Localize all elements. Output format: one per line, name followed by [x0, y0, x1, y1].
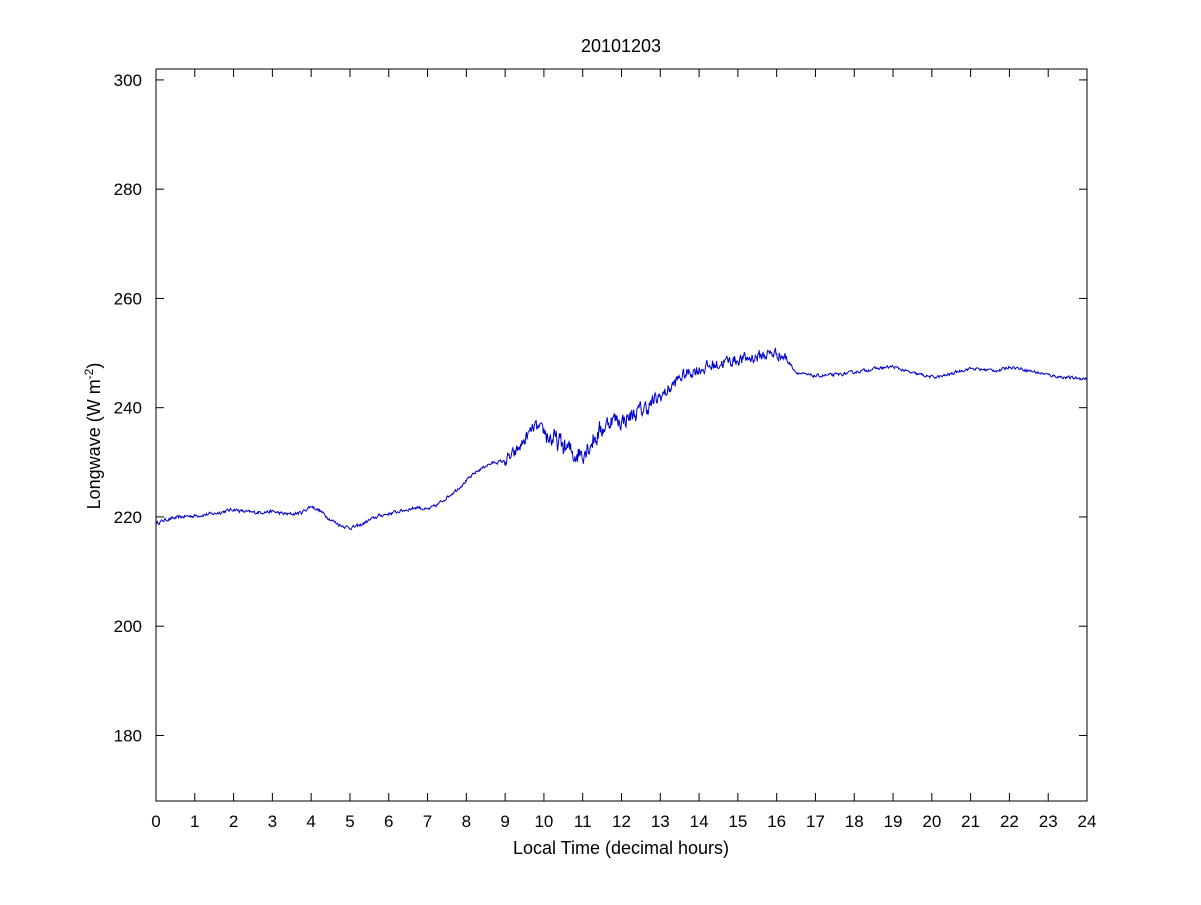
x-tick-label: 18 [845, 812, 864, 831]
y-tick-label: 260 [114, 289, 142, 308]
x-tick-label: 3 [268, 812, 277, 831]
y-tick-label: 220 [114, 508, 142, 527]
x-tick-label: 10 [534, 812, 553, 831]
x-axis-label: Local Time (decimal hours) [513, 838, 729, 858]
y-axis-label-suffix: ) [84, 363, 104, 369]
x-tick-label: 19 [884, 812, 903, 831]
y-tick-label: 240 [114, 399, 142, 418]
x-tick-label: 12 [612, 812, 631, 831]
series-line [155, 347, 1088, 531]
x-tick-label: 7 [423, 812, 432, 831]
y-axis-label: Longwave (W m-2) [82, 363, 104, 510]
chart-title: 20101203 [581, 36, 661, 56]
x-axis-ticks: 0 1 2 3 4 5 6 7 8 9 10 11 12 13 14 15 16 17 18 19 20 21 22 23 24 [151, 69, 1096, 831]
x-tick-label: 2 [229, 812, 238, 831]
x-tick-label: 4 [306, 812, 315, 831]
x-tick-label: 8 [462, 812, 471, 831]
plot-area-frame [155, 68, 1088, 802]
x-tick-label: 24 [1078, 812, 1097, 831]
y-tick-label: 300 [114, 71, 142, 90]
x-tick-label: 17 [806, 812, 825, 831]
x-tick-label: 20 [922, 812, 941, 831]
x-tick-label: 22 [1000, 812, 1019, 831]
x-tick-label: 23 [1039, 812, 1058, 831]
x-tick-label: 5 [345, 812, 354, 831]
y-axis-label-base: Longwave (W m [84, 379, 104, 509]
y-tick-label: 280 [114, 180, 142, 199]
x-tick-label: 16 [767, 812, 786, 831]
x-tick-label: 21 [961, 812, 980, 831]
x-tick-label: 1 [190, 812, 199, 831]
y-tick-label: 180 [114, 726, 142, 745]
y-tick-label: 200 [114, 617, 142, 636]
x-tick-label: 9 [500, 812, 509, 831]
x-tick-label: 15 [728, 812, 747, 831]
x-tick-label: 14 [690, 812, 709, 831]
y-axis-ticks: 180 200 220 240 260 280 300 [114, 71, 1087, 745]
x-tick-label: 11 [574, 812, 592, 831]
x-tick-label: 0 [151, 812, 160, 831]
y-axis-label-superscript: -2 [82, 368, 96, 379]
x-tick-label: 13 [651, 812, 670, 831]
x-tick-label: 6 [384, 812, 393, 831]
